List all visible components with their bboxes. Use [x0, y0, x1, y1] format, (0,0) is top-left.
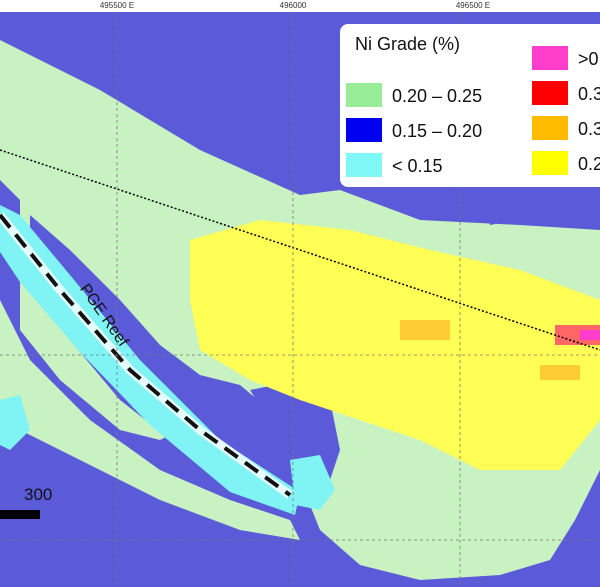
legend-label: >0 [578, 49, 599, 69]
legend-swatch [532, 151, 568, 175]
legend-items: 0.20 – 0.25 0.15 – 0.20 < 0.15 >0 0.3 0.3 0.2 [346, 46, 600, 177]
legend-swatch [532, 116, 568, 140]
scale-label: 300 [24, 485, 52, 504]
scale-bar [0, 510, 40, 519]
green-band [0, 300, 300, 540]
cyan-reef [0, 205, 300, 515]
legend-swatch [532, 81, 568, 105]
grid-label: 496500 E [456, 1, 490, 10]
coord-bar [0, 0, 600, 12]
orange-patch [400, 320, 450, 340]
legend-swatch [346, 118, 382, 142]
blue-patch [480, 185, 520, 225]
grid-label: 496000 [280, 1, 307, 10]
legend-swatch [346, 83, 382, 107]
cyan-patch [0, 395, 30, 450]
magenta-patch [580, 330, 600, 340]
legend-title: Ni Grade (%) [355, 34, 460, 54]
legend-label: < 0.15 [392, 156, 443, 176]
cyan-patch [290, 455, 335, 510]
legend-swatch [346, 153, 382, 177]
yellow-zone [190, 220, 600, 470]
legend-swatch [532, 46, 568, 70]
grid-label: 495500 E [100, 1, 134, 10]
section-line [0, 149, 600, 351]
legend-label: 0.3 [578, 119, 600, 139]
orange-patch [540, 365, 580, 380]
legend-label: 0.15 – 0.20 [392, 121, 482, 141]
reef-line [0, 213, 292, 497]
grid [0, 12, 600, 587]
legend-label: 0.2 [578, 154, 600, 174]
legend-label: 0.3 [578, 84, 600, 104]
legend-label: 0.20 – 0.25 [392, 86, 482, 106]
blue-band [30, 215, 300, 500]
